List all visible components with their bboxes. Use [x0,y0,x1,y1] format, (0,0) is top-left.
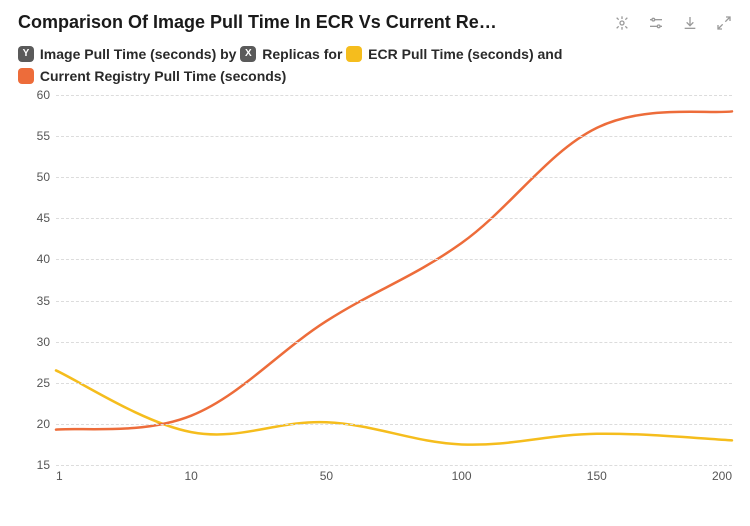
x-tick-label: 100 [452,469,472,483]
y-tick-label: 40 [37,252,50,266]
chart-lines-svg [56,95,732,465]
y-tick-label: 15 [37,458,50,472]
grid-line [56,177,732,178]
legend-and: and [538,46,563,62]
x-tick-label: 10 [185,469,198,483]
panel-toolbar [614,15,732,31]
edit-icon[interactable] [614,15,630,31]
y-tick-label: 45 [37,211,50,225]
y-axis-label: Image Pull Time (seconds) by [40,46,237,62]
chart-area: 15202530354045505560 11050100150200 [18,95,732,489]
grid-line [56,465,732,466]
series-label-current: Current Registry Pull Time (seconds) [40,68,286,84]
panel-header: Comparison Of Image Pull Time In ECR Vs … [18,12,732,33]
x-tick-label: 150 [587,469,607,483]
chart-legend: Y Image Pull Time (seconds) by X Replica… [18,43,732,87]
y-tick-label: 35 [37,294,50,308]
series-swatch-ecr [346,46,362,62]
x-axis-label: Replicas for [262,46,342,62]
grid-line [56,95,732,96]
y-tick-label: 20 [37,417,50,431]
series-line [56,370,732,444]
grid-line [56,383,732,384]
grid-line [56,342,732,343]
settings-icon[interactable] [648,15,664,31]
y-tick-label: 50 [37,170,50,184]
grid-line [56,259,732,260]
series-swatch-current [18,68,34,84]
plot-area [56,95,732,465]
y-axis-badge: Y [18,46,34,62]
x-tick-label: 200 [712,469,732,483]
y-tick-label: 30 [37,335,50,349]
y-tick-label: 55 [37,129,50,143]
grid-line [56,301,732,302]
chart-panel: Comparison Of Image Pull Time In ECR Vs … [0,0,750,526]
grid-line [56,424,732,425]
expand-icon[interactable] [716,15,732,31]
x-tick-label: 1 [56,469,63,483]
panel-title: Comparison Of Image Pull Time In ECR Vs … [18,12,602,33]
download-icon[interactable] [682,15,698,31]
grid-line [56,218,732,219]
x-tick-label: 50 [320,469,333,483]
y-axis: 15202530354045505560 [18,95,54,465]
y-tick-label: 60 [37,88,50,102]
x-axis: 1 10 50 100 150 200 [56,469,732,487]
x-axis-badge: X [240,46,256,62]
series-label-ecr: ECR Pull Time (seconds) [368,46,533,62]
y-tick-label: 25 [37,376,50,390]
grid-line [56,136,732,137]
